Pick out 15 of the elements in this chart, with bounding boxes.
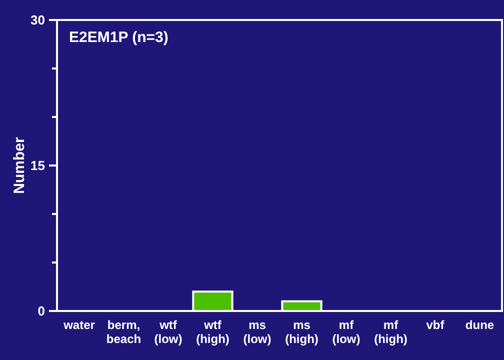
y-axis-title: Number bbox=[11, 137, 28, 194]
x-tick-label: vbf bbox=[426, 318, 446, 332]
x-tick-label: water bbox=[62, 318, 96, 332]
x-tick-label: ms (low) bbox=[243, 318, 272, 346]
y-tick-label: 15 bbox=[30, 158, 45, 174]
x-tick-label: mf (high) bbox=[374, 318, 408, 346]
x-tick-label: dune bbox=[465, 318, 494, 332]
x-tick-label: ms (high) bbox=[285, 318, 318, 346]
x-tick-label: berm, beach bbox=[106, 318, 142, 346]
x-tick-label: wtf (high) bbox=[196, 318, 230, 346]
y-tick-label: 0 bbox=[38, 304, 45, 319]
x-tick-label: wtf (low) bbox=[154, 318, 182, 346]
y-tick-label: 30 bbox=[30, 12, 45, 28]
x-tick-label: mf (low) bbox=[332, 318, 360, 346]
text: E2EM1P (n=3) bbox=[69, 29, 168, 46]
